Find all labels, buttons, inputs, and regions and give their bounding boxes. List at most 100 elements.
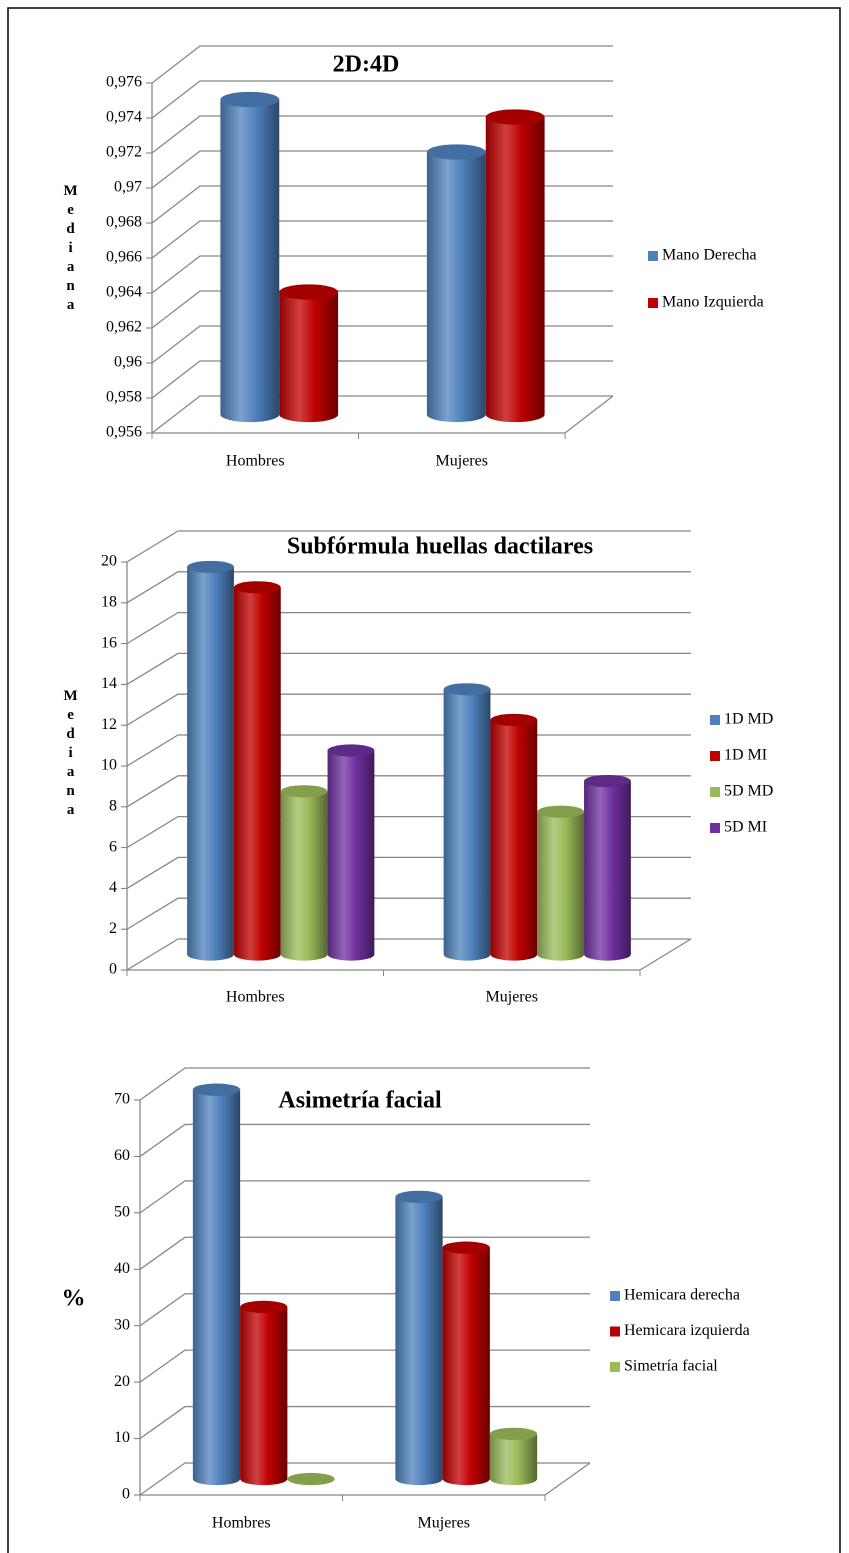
bar-top [220,91,280,108]
y-tick-label: 14 [101,675,117,692]
y-tick-label: 16 [101,634,117,651]
y-tick-label: 60 [114,1147,130,1164]
chart: 0,956 0,958 0,96 0,962 0,964 0,966 0,968 0,97 0,… [63,45,764,470]
grid-line [139,1067,590,1101]
bar [443,689,491,961]
bar [442,1247,490,1486]
y-tick-label: 8 [109,797,117,814]
bar-top [279,284,339,300]
bar-top [233,581,281,594]
y-tick-label: 0,972 [106,144,142,161]
bar [584,781,631,961]
grid-line [151,45,613,84]
y-axis-label: Mediana [63,183,79,316]
grid-line [139,1180,590,1214]
grid-line [126,652,691,685]
bar-top [489,1427,538,1440]
chart: 0 2 4 6 8 10 12 14 16 18 20 Subfórmula huellas dact… [63,530,773,1006]
grid-line [151,80,613,119]
legend-label: Hemicara izquierda [624,1322,750,1339]
y-axis-label: % [62,1286,89,1312]
bar-top [395,1190,443,1203]
x-tick-label: Mujeres [418,1515,470,1532]
bar-top [280,785,328,798]
bar-top [490,713,538,726]
y-tick-label: 0,974 [106,109,142,126]
y-tick-label: 18 [101,593,117,610]
y-axis-label: Mediana [63,688,79,821]
y-tick-label: 20 [101,553,117,570]
bar [233,587,281,961]
legend-swatch [648,298,658,308]
bar [327,750,375,961]
chart-title: Subfórmula huellas dactilares [287,534,593,560]
bar-top [443,683,491,696]
bar [485,117,545,423]
legend-label: 1D MI [724,747,767,764]
legend-swatch [648,251,658,261]
bar [395,1196,443,1486]
x-tick-label: Mujeres [486,989,538,1006]
y-tick-label: 0,976 [106,74,142,91]
bar-top [485,109,545,125]
bar [220,99,280,423]
chart-title: Asimetría facial [278,1088,442,1114]
y-tick-label: 0,968 [106,214,142,231]
grid-line [126,693,691,726]
bar-top [537,805,585,818]
y-tick-label: 40 [114,1260,130,1277]
bar [490,719,538,961]
bar-top [240,1300,288,1314]
bar-top [584,775,631,788]
grid-line [126,611,691,645]
x-tick-label: Hombres [226,989,285,1006]
legend-swatch [610,1362,620,1372]
y-tick-label: 0,966 [106,249,142,266]
x-tick-label: Hombres [226,453,285,470]
page-border [7,7,841,1553]
chart-title: 2D:4D [333,52,400,78]
legend-label: Simetría facial [624,1358,718,1375]
y-tick-label: 6 [109,838,117,855]
bar [537,811,585,961]
bar-top [426,144,486,160]
legend-swatch [710,787,720,797]
legend-swatch [710,823,720,833]
legend-label: 1D MD [724,711,773,728]
legend-label: 5D MD [724,783,773,800]
y-tick-label: 0 [122,1486,130,1503]
bar-top [192,1083,241,1096]
bar-top [327,744,375,757]
legend-swatch [710,715,720,725]
legend-swatch [710,751,720,761]
bar-top [187,560,234,573]
grid-line [126,571,691,604]
y-tick-label: 2 [109,920,117,937]
y-tick-label: 50 [114,1204,130,1221]
bar [240,1306,288,1486]
y-tick-label: 0,96 [114,354,142,371]
y-tick-label: 10 [101,757,117,774]
y-tick-label: 0,958 [106,389,142,406]
x-tick-label: Mujeres [436,453,488,470]
legend-label: Hemicara derecha [624,1287,740,1304]
legend-label: Mano Derecha [662,247,757,264]
bar [489,1433,538,1486]
bar-top [442,1241,490,1254]
bar-top [287,1472,335,1486]
y-tick-label: 4 [109,879,117,896]
bar [280,791,328,961]
y-tick-label: 0,962 [106,319,142,336]
bar [187,566,234,961]
y-tick-label: 0 [109,961,117,978]
y-tick-label: 10 [114,1429,130,1446]
y-tick-label: 0,956 [106,424,142,441]
bar [426,152,486,423]
chart: 0 10 20 30 40 50 60 70 Asimetría facial% Hombres M… [62,1067,750,1532]
bar [279,292,339,423]
grid-line [126,530,691,563]
grid-line [151,115,613,154]
y-tick-label: 20 [114,1373,130,1390]
y-tick-label: 30 [114,1316,130,1333]
